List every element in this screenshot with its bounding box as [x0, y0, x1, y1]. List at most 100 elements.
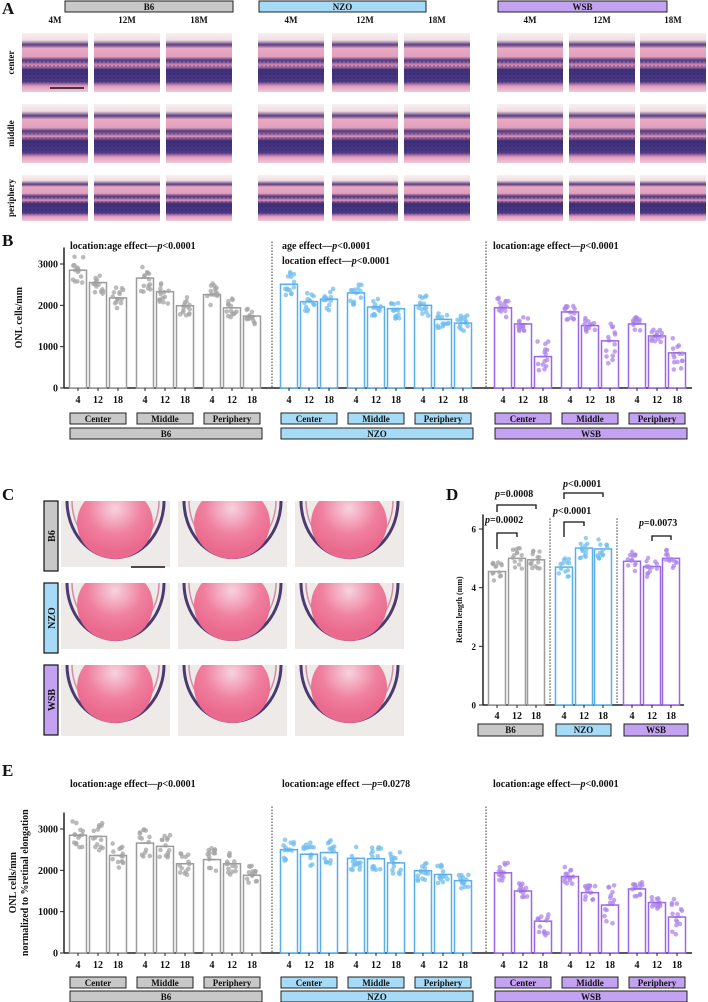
x-tick-label: 18 [672, 960, 682, 971]
data-point [516, 562, 522, 567]
data-point [514, 550, 520, 556]
data-point [157, 854, 162, 860]
data-point [370, 849, 375, 854]
data-point [670, 929, 675, 935]
y-axis-label: ONL cells/mm [14, 286, 25, 348]
data-point [94, 842, 100, 847]
image-crop-mask [178, 485, 287, 501]
x-tick-label: 4 [568, 960, 573, 971]
data-point [327, 861, 333, 866]
significance-bracket [496, 532, 518, 549]
x-tick-label: 18 [531, 711, 541, 722]
data-point [546, 339, 551, 344]
x-tick-label: 4 [635, 395, 640, 406]
x-tick-label: 18 [605, 395, 615, 406]
data-point [187, 311, 192, 316]
data-point [630, 886, 635, 892]
bar [222, 307, 242, 389]
bar [135, 842, 155, 954]
data-point [289, 848, 295, 853]
x-tick-label: 4 [421, 395, 426, 406]
significance-bracket [563, 492, 604, 499]
data-point [234, 309, 239, 315]
data-point [233, 864, 238, 870]
bar [319, 851, 339, 954]
data-point [654, 561, 660, 567]
data-point [669, 900, 675, 906]
data-point [377, 305, 383, 311]
strain-label: NZO [367, 429, 387, 439]
data-point [598, 542, 603, 547]
data-point [70, 277, 76, 283]
data-point [562, 556, 568, 561]
data-point [440, 869, 446, 874]
data-point [537, 924, 543, 929]
data-point [226, 298, 231, 304]
x-tick-label: 12 [304, 395, 314, 406]
data-point [523, 885, 529, 891]
data-point [282, 837, 288, 843]
data-point [215, 293, 220, 298]
x-tick-label: 12 [585, 395, 595, 406]
strain-label: WSB [646, 725, 666, 735]
data-point [304, 290, 310, 296]
panel-d-chart: D 0 2 4 6 Retina length (mm) 4 12 18 B6 4 12 18 NZO 4 1… [446, 479, 689, 737]
data-point [283, 292, 289, 298]
panel-label-c: C [2, 485, 14, 504]
data-point [584, 547, 589, 553]
data-point [499, 873, 505, 879]
data-point [556, 571, 562, 576]
data-point [389, 301, 394, 306]
data-point [435, 325, 441, 331]
data-point [654, 330, 660, 335]
location-box [561, 412, 619, 425]
data-point [330, 286, 336, 292]
strain-box [69, 427, 263, 440]
x-tick-label: 12 [652, 960, 662, 971]
data-point [667, 558, 672, 563]
bar [433, 873, 453, 954]
x-tick-label: 18 [113, 960, 123, 971]
data-point [228, 308, 234, 314]
x-tick-label: 12 [579, 711, 589, 722]
histology-nuclei-layer [640, 130, 706, 155]
strain-row-box [43, 664, 59, 736]
data-point [246, 880, 251, 886]
data-point [436, 315, 442, 320]
y-tick-label: 2000 [38, 866, 58, 877]
x-tick-label: 4 [562, 711, 567, 722]
data-point [120, 859, 125, 865]
panel-label-a: A [2, 0, 15, 18]
data-point [244, 876, 250, 882]
bar [279, 848, 299, 954]
data-point [675, 359, 680, 365]
strain-label: NZO [574, 725, 594, 735]
data-point [536, 560, 541, 565]
bar [175, 304, 195, 389]
data-point [100, 291, 105, 296]
data-point [535, 361, 541, 367]
lens [77, 651, 153, 723]
data-point [212, 847, 218, 852]
strain-row-box [43, 582, 59, 654]
x-tick-label: 18 [324, 960, 334, 971]
strain-header-label: WSB [572, 2, 592, 12]
location-label: Middle [151, 414, 179, 424]
data-point [518, 882, 523, 888]
x-tick-label: 12 [304, 960, 314, 971]
bar [68, 269, 88, 389]
bar [647, 335, 667, 389]
bar [560, 875, 580, 954]
data-point [94, 277, 100, 283]
data-point [491, 578, 497, 583]
strain-label: B6 [505, 725, 516, 735]
data-point [349, 288, 355, 293]
data-point [70, 819, 75, 824]
data-point [187, 306, 193, 312]
data-point [225, 313, 231, 319]
data-point [117, 846, 122, 852]
y-tick-label: 1000 [38, 342, 58, 353]
data-point [179, 865, 185, 871]
data-point [505, 860, 511, 866]
data-point [186, 866, 191, 872]
